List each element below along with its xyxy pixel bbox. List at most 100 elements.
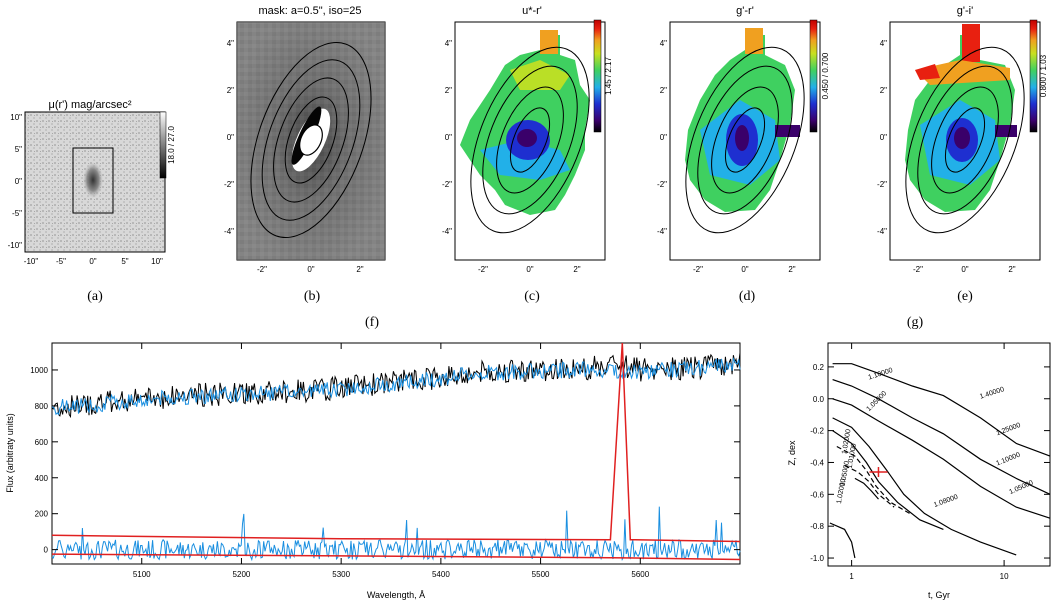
panel-a-yticks: 10" 5" 0" -5" -10" — [8, 113, 23, 250]
contour — [905, 46, 1025, 234]
contour-label: 1.02000 — [836, 478, 847, 504]
contour-label: 1.05000 — [840, 460, 851, 486]
y-tick-label: -0.6 — [810, 490, 824, 499]
tick-label: 0" — [307, 265, 314, 274]
contour-line — [832, 398, 1051, 519]
y-tick-label: 200 — [35, 510, 49, 519]
tick-label: 0" — [961, 265, 968, 274]
tick-label: -4" — [877, 227, 887, 236]
tick-label: 0" — [445, 133, 452, 142]
panel-e-title: g'-i' — [957, 5, 973, 17]
tick-label: 5" — [15, 145, 22, 154]
contour-line — [854, 477, 879, 500]
panel-d-contours — [685, 46, 805, 234]
map-region-core — [517, 129, 537, 147]
tick-label: 0" — [227, 133, 234, 142]
map-region-star — [995, 125, 1017, 137]
y-tick-label: 0.2 — [813, 363, 825, 372]
contour — [250, 42, 372, 238]
tick-label: -2" — [442, 180, 452, 189]
panel-e-xticks: -2" 0" 2" — [913, 265, 1016, 274]
x-tick-label: 5400 — [432, 570, 450, 579]
contour-label: 1.02000 — [841, 429, 852, 455]
contour-line — [832, 363, 1051, 457]
tick-label: -2" — [224, 180, 234, 189]
panel-f-caption: (f) — [365, 315, 379, 330]
contour-line — [829, 522, 856, 559]
tick-label: 2" — [573, 265, 580, 274]
contour-frame — [827, 342, 1051, 567]
tick-label: -10" — [8, 241, 23, 250]
tick-label: 2" — [880, 86, 887, 95]
contour-ticks: 1 10 0.2 0.0 -0.2 -0.4 -0.6 -0.8 -1.0 — [810, 343, 1050, 581]
panel-b-mask — [299, 124, 323, 156]
panel-c-colorbar — [593, 19, 602, 133]
contour — [931, 86, 999, 194]
y-tick-label: 0.0 — [813, 395, 825, 404]
tick-label: -2" — [257, 265, 267, 274]
y-tick-label: -0.8 — [810, 522, 824, 531]
panel-d-colorbar-label: 0.450 / 0.700 — [821, 52, 830, 99]
x-tick-label: 1 — [849, 572, 854, 581]
x-tick-label: 10 — [1000, 572, 1009, 581]
contour — [944, 107, 986, 173]
model-spectrum-line — [51, 356, 741, 416]
tick-label: 0" — [741, 265, 748, 274]
x-tick-label: 5600 — [631, 570, 649, 579]
panel-e-color-map — [905, 24, 1017, 212]
panel-b-yticks: 4" 2" 0" -2" -4" — [224, 39, 234, 236]
tick-label: 0" — [660, 133, 667, 142]
tick-label: -10" — [24, 257, 39, 266]
panel-a-galaxy — [83, 162, 103, 198]
panel-c-color-map — [460, 30, 590, 215]
panel-d-title: g'-r' — [736, 5, 754, 17]
tick-label: 2" — [445, 86, 452, 95]
contour-line — [844, 465, 895, 508]
map-region-star — [775, 125, 800, 137]
panel-c-xticks: -2" 0" 2" — [478, 265, 581, 274]
y-tick-label: -1.0 — [810, 554, 824, 563]
y-tick-label: -0.2 — [810, 427, 824, 436]
panel-e-colorbar-label: 0.800 / 1.03 — [1039, 54, 1048, 97]
tick-label: 0" — [526, 265, 533, 274]
panel-c-yticks: 4" 2" 0" -2" -4" — [442, 39, 452, 236]
tick-label: -2" — [877, 180, 887, 189]
contour — [482, 65, 578, 215]
x-tick-label: 5500 — [532, 570, 550, 579]
panel-b-xticks: -2" 0" 2" — [257, 265, 364, 274]
map-region-edge — [915, 64, 940, 80]
y-tick-label: 800 — [35, 402, 49, 411]
map-region-core — [954, 127, 970, 149]
tick-label: 4" — [445, 39, 452, 48]
tick-label: 4" — [227, 39, 234, 48]
spectrum-ylabel: Flux (arbitraty units) — [5, 413, 15, 493]
panel-f-spectrum: 5100 5200 5300 5400 5500 5600 0 200 400 600 800 100… — [5, 342, 741, 600]
map-region-top — [962, 24, 980, 62]
spectrum-xlabel: Wavelength, Å — [367, 590, 425, 600]
map-region-top — [540, 30, 558, 54]
contour — [509, 107, 551, 173]
contour-line — [836, 445, 910, 514]
panel-a-xticks: -10" -5" 0" 5" 10" — [24, 257, 163, 266]
panel-d-yticks: 4" 2" 0" -2" -4" — [657, 39, 667, 236]
tick-label: 0" — [89, 257, 96, 266]
panel-c: u*-r' 1.45 / 2.17 -2" 0" 2" 4" 2" 0" -2 — [442, 5, 613, 304]
y-tick-label: 400 — [35, 474, 49, 483]
contour-line — [832, 379, 1051, 495]
y-tick-label: 1000 — [30, 366, 48, 375]
tick-label: -4" — [442, 227, 452, 236]
y-tick-label: 600 — [35, 438, 49, 447]
tick-label: -5" — [12, 209, 22, 218]
panel-d-colorbar — [809, 19, 818, 133]
panel-b-galaxy — [291, 106, 331, 172]
contour-line — [832, 417, 1017, 556]
tick-label: -4" — [224, 227, 234, 236]
tick-label: 0" — [15, 177, 22, 186]
tick-label: -2" — [693, 265, 703, 274]
contour — [917, 65, 1013, 215]
error-upper-line — [51, 342, 741, 543]
contour — [697, 65, 793, 215]
tick-label: -2" — [478, 265, 488, 274]
